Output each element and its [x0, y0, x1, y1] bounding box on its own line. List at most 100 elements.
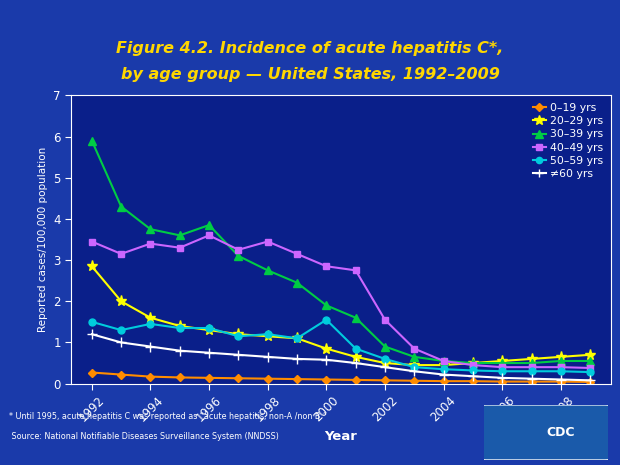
50–59 yrs: [205, 325, 213, 331]
≠60 yrs: [528, 376, 535, 381]
Line: ≠60 yrs: ≠60 yrs: [87, 329, 595, 385]
30–39 yrs: [147, 226, 154, 232]
Text: * Until 1995, acute hepatitis C was reported as “acute hepatitis, non-A /non B.”: * Until 1995, acute hepatitis C was repo…: [9, 412, 327, 420]
40–49 yrs: [469, 362, 477, 368]
≠60 yrs: [117, 339, 125, 345]
0–19 yrs: [147, 374, 154, 379]
50–59 yrs: [235, 333, 242, 339]
40–49 yrs: [322, 264, 330, 269]
Text: Figure 4.2. Incidence of acute hepatitis C*,: Figure 4.2. Incidence of acute hepatitis…: [117, 41, 503, 56]
Line: 20–29 yrs: 20–29 yrs: [86, 261, 596, 371]
≠60 yrs: [205, 350, 213, 356]
20–29 yrs: [528, 356, 535, 362]
20–29 yrs: [264, 333, 272, 339]
≠60 yrs: [381, 365, 389, 370]
50–59 yrs: [557, 368, 565, 374]
20–29 yrs: [88, 264, 95, 269]
30–39 yrs: [205, 222, 213, 228]
20–29 yrs: [293, 336, 301, 341]
0–19 yrs: [176, 375, 184, 380]
0–19 yrs: [293, 376, 301, 382]
≠60 yrs: [498, 375, 506, 381]
50–59 yrs: [352, 346, 360, 352]
≠60 yrs: [147, 344, 154, 349]
20–29 yrs: [587, 352, 594, 358]
30–39 yrs: [469, 360, 477, 366]
50–59 yrs: [88, 319, 95, 325]
50–59 yrs: [147, 321, 154, 327]
0–19 yrs: [440, 379, 447, 384]
≠60 yrs: [410, 368, 418, 374]
0–19 yrs: [587, 379, 594, 385]
0–19 yrs: [264, 376, 272, 381]
0–19 yrs: [557, 379, 565, 385]
30–39 yrs: [352, 315, 360, 320]
20–29 yrs: [322, 346, 330, 352]
40–49 yrs: [293, 251, 301, 257]
0–19 yrs: [498, 379, 506, 385]
0–19 yrs: [88, 370, 95, 375]
30–39 yrs: [528, 360, 535, 366]
20–29 yrs: [410, 362, 418, 368]
40–49 yrs: [528, 365, 535, 370]
≠60 yrs: [264, 354, 272, 359]
40–49 yrs: [557, 365, 565, 370]
Line: 30–39 yrs: 30–39 yrs: [87, 136, 595, 367]
30–39 yrs: [235, 253, 242, 259]
30–39 yrs: [117, 204, 125, 209]
50–59 yrs: [469, 368, 477, 373]
30–39 yrs: [176, 232, 184, 238]
40–49 yrs: [498, 365, 506, 370]
20–29 yrs: [440, 362, 447, 368]
≠60 yrs: [587, 378, 594, 383]
Text: by age group — United States, 1992–2009: by age group — United States, 1992–2009: [120, 67, 500, 82]
20–29 yrs: [557, 354, 565, 359]
40–49 yrs: [147, 241, 154, 246]
30–39 yrs: [264, 267, 272, 273]
30–39 yrs: [410, 354, 418, 359]
Line: 40–49 yrs: 40–49 yrs: [88, 232, 594, 372]
0–19 yrs: [410, 378, 418, 384]
0–19 yrs: [381, 378, 389, 383]
Y-axis label: Reported cases/100,000 population: Reported cases/100,000 population: [38, 147, 48, 332]
20–29 yrs: [147, 315, 154, 320]
40–49 yrs: [264, 239, 272, 244]
FancyBboxPatch shape: [480, 405, 611, 460]
50–59 yrs: [587, 369, 594, 375]
X-axis label: Year: Year: [324, 430, 358, 443]
≠60 yrs: [88, 332, 95, 337]
40–49 yrs: [381, 317, 389, 323]
30–39 yrs: [322, 303, 330, 308]
0–19 yrs: [235, 375, 242, 381]
Text: CDC: CDC: [546, 426, 575, 439]
40–49 yrs: [235, 247, 242, 252]
50–59 yrs: [117, 327, 125, 333]
≠60 yrs: [352, 360, 360, 366]
30–39 yrs: [88, 138, 95, 143]
≠60 yrs: [176, 348, 184, 353]
≠60 yrs: [322, 357, 330, 363]
50–59 yrs: [264, 332, 272, 337]
0–19 yrs: [528, 379, 535, 385]
Line: 0–19 yrs: 0–19 yrs: [89, 370, 593, 385]
40–49 yrs: [410, 346, 418, 352]
20–29 yrs: [498, 358, 506, 364]
50–59 yrs: [528, 368, 535, 374]
20–29 yrs: [469, 360, 477, 366]
0–19 yrs: [469, 379, 477, 384]
50–59 yrs: [322, 317, 330, 323]
0–19 yrs: [117, 372, 125, 378]
50–59 yrs: [176, 325, 184, 331]
50–59 yrs: [440, 366, 447, 372]
20–29 yrs: [381, 360, 389, 366]
Line: 50–59 yrs: 50–59 yrs: [88, 316, 594, 376]
20–29 yrs: [117, 299, 125, 304]
30–39 yrs: [381, 344, 389, 349]
30–39 yrs: [498, 360, 506, 366]
0–19 yrs: [352, 377, 360, 383]
40–49 yrs: [176, 245, 184, 251]
≠60 yrs: [469, 373, 477, 379]
50–59 yrs: [410, 365, 418, 370]
40–49 yrs: [117, 251, 125, 257]
20–29 yrs: [352, 354, 360, 359]
